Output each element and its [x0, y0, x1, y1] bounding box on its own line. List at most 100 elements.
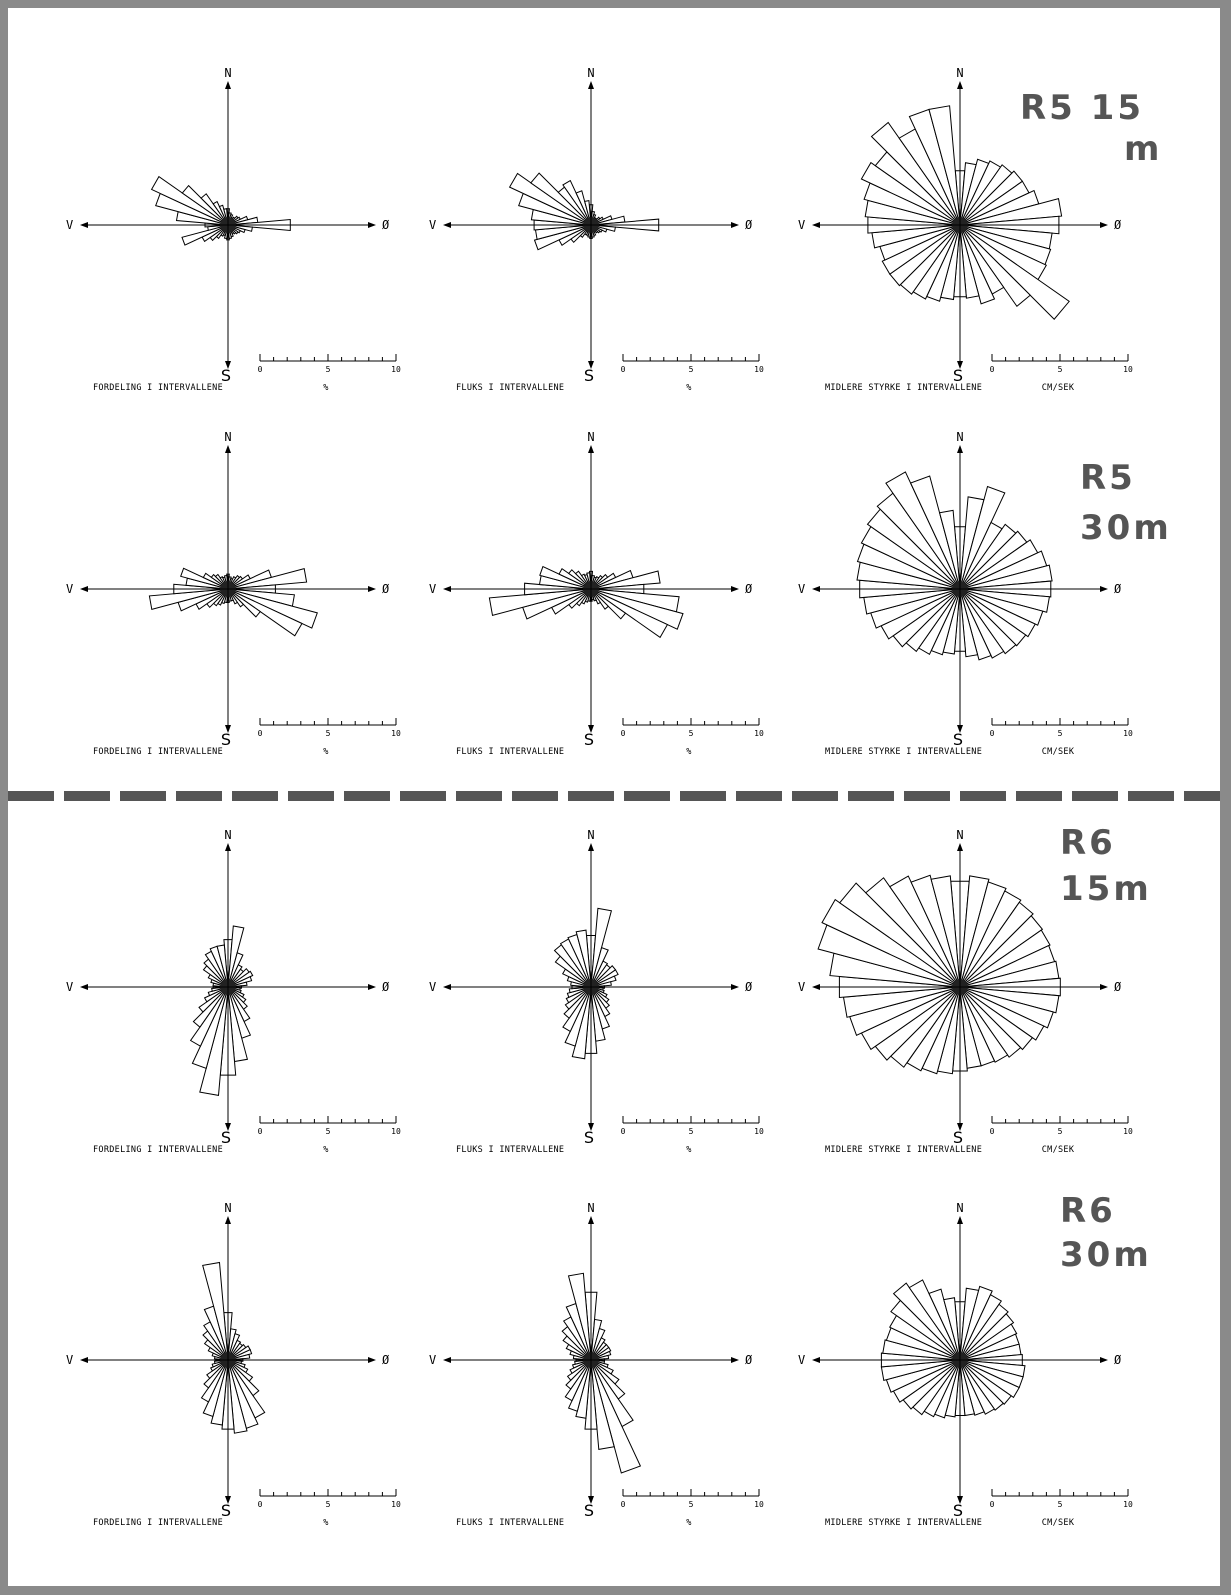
- rose-sector: [227, 588, 303, 637]
- rose-unit: CM/SEK: [1042, 747, 1075, 757]
- compass-east-label: Ø: [745, 582, 753, 596]
- page-label-line: R5: [1080, 458, 1136, 498]
- scale-tick-label: 10: [754, 365, 764, 374]
- rose-r5-30-styrke: N S Ø V 0 5 10 MIDLERE STYRKE I INTERVALLENE CM/…: [798, 430, 1133, 757]
- arrow-left-icon: [443, 1357, 451, 1363]
- rose-title: FLUKS I INTERVALLENE: [456, 747, 564, 757]
- scale-tick-label: 5: [1058, 365, 1063, 374]
- rose-title: FLUKS I INTERVALLENE: [456, 383, 564, 393]
- page-label-line: 30m: [1060, 1235, 1152, 1275]
- rose-unit: %: [686, 1145, 691, 1155]
- scale-tick-label: 0: [258, 729, 263, 738]
- compass-west-label: V: [798, 1353, 805, 1367]
- compass-north-label: N: [956, 1201, 963, 1215]
- arrow-left-icon: [812, 586, 820, 592]
- scale-tick-label: 0: [258, 365, 263, 374]
- compass-north-label: N: [587, 1201, 594, 1215]
- compass-north-label: N: [587, 66, 594, 80]
- compass-north-label: N: [224, 1201, 231, 1215]
- arrow-left-icon: [812, 984, 820, 990]
- scale-tick-label: 10: [391, 365, 401, 374]
- compass-south-label: S: [221, 730, 231, 749]
- rose-unit: %: [686, 1518, 691, 1528]
- scale-tick-label: 0: [621, 365, 626, 374]
- arrow-down-icon: [957, 361, 963, 369]
- rose-unit: %: [323, 1145, 328, 1155]
- scale-tick-label: 0: [990, 1127, 995, 1136]
- scale-tick-label: 10: [391, 1127, 401, 1136]
- rose-r6-15-fordeling: N S Ø V 0 5 10 FORDELING I INTERVALLENE%: [66, 828, 401, 1155]
- scale-tick-label: 5: [1058, 729, 1063, 738]
- arrow-right-icon: [1100, 222, 1108, 228]
- compass-west-label: V: [429, 582, 436, 596]
- rose-r5-15-styrke: N S Ø V 0 5 10 MIDLERE STYRKE I INTERVALLENE CM/…: [798, 66, 1133, 393]
- arrow-right-icon: [1100, 984, 1108, 990]
- scale-tick-label: 0: [621, 729, 626, 738]
- compass-west-label: V: [798, 218, 805, 232]
- scale-tick-label: 10: [754, 729, 764, 738]
- compass-south-label: S: [953, 730, 963, 749]
- rose-r6-30-fluks: N S Ø V 0 5 10 FLUKS I INTERVALLENE%: [429, 1201, 764, 1528]
- rose-sector: [567, 1272, 592, 1361]
- compass-east-label: Ø: [1114, 1353, 1122, 1367]
- rose-sector: [216, 944, 229, 988]
- rose-sector: [181, 224, 229, 246]
- arrow-down-icon: [225, 1496, 231, 1504]
- arrow-down-icon: [225, 361, 231, 369]
- compass-east-label: Ø: [745, 1353, 753, 1367]
- arrow-up-icon: [588, 81, 594, 89]
- compass-east-label: Ø: [382, 980, 390, 994]
- compass-north-label: N: [956, 66, 963, 80]
- arrow-up-icon: [957, 81, 963, 89]
- rose-sector: [575, 929, 592, 988]
- arrow-right-icon: [1100, 586, 1108, 592]
- compass-west-label: V: [66, 980, 73, 994]
- compass-north-label: N: [587, 828, 594, 842]
- arrow-right-icon: [368, 1357, 376, 1363]
- rose-r6-30-fordeling: N S Ø V 0 5 10 FORDELING I INTERVALLENE%: [66, 1201, 401, 1528]
- arrow-left-icon: [80, 1357, 88, 1363]
- arrow-up-icon: [588, 445, 594, 453]
- rose-title: FLUKS I INTERVALLENE: [456, 1518, 564, 1528]
- scale-tick-label: 0: [990, 365, 995, 374]
- rose-title: FORDELING I INTERVALLENE: [93, 1145, 223, 1155]
- scale-tick-label: 10: [754, 1127, 764, 1136]
- compass-west-label: V: [66, 218, 73, 232]
- rose-unit: CM/SEK: [1042, 1145, 1075, 1155]
- scale-tick-label: 0: [990, 1500, 995, 1509]
- compass-north-label: N: [224, 430, 231, 444]
- page-label-r6-15: R6 15m: [1060, 823, 1149, 909]
- scale-tick-label: 5: [326, 365, 331, 374]
- rose-title: FLUKS I INTERVALLENE: [456, 1145, 564, 1155]
- current-rose-sheet: R5 15 m R5 30m R6 15m R6 30m N S Ø V 0 5 10 FOR…: [8, 8, 1220, 1586]
- arrow-left-icon: [443, 984, 451, 990]
- rose-sector: [943, 1297, 961, 1361]
- page-label-line: m: [1124, 129, 1162, 169]
- compass-south-label: S: [584, 730, 594, 749]
- arrow-up-icon: [588, 843, 594, 851]
- scale-tick-label: 5: [689, 365, 694, 374]
- rose-unit: %: [686, 747, 691, 757]
- scale-tick-label: 5: [689, 1127, 694, 1136]
- arrow-right-icon: [1100, 1357, 1108, 1363]
- scale-tick-label: 10: [391, 1500, 401, 1509]
- scale-tick-label: 5: [1058, 1500, 1063, 1509]
- scale-tick-label: 10: [1123, 729, 1133, 738]
- rose-unit: %: [323, 383, 328, 393]
- page-label-r5-15: R5 15 m: [1020, 88, 1162, 169]
- scale-tick-label: 0: [990, 729, 995, 738]
- arrow-left-icon: [80, 222, 88, 228]
- rose-title: MIDLERE STYRKE I INTERVALLENE: [825, 1518, 982, 1528]
- scale-tick-label: 10: [1123, 1500, 1133, 1509]
- arrow-down-icon: [588, 1123, 594, 1131]
- rose-unit: CM/SEK: [1042, 383, 1075, 393]
- compass-east-label: Ø: [745, 980, 753, 994]
- scale-tick-label: 5: [326, 1127, 331, 1136]
- compass-south-label: S: [221, 1128, 231, 1147]
- rose-sector: [928, 105, 961, 226]
- arrow-right-icon: [368, 984, 376, 990]
- compass-south-label: S: [584, 1128, 594, 1147]
- rose-unit: CM/SEK: [1042, 1518, 1075, 1528]
- compass-west-label: V: [798, 582, 805, 596]
- scale-tick-label: 5: [1058, 1127, 1063, 1136]
